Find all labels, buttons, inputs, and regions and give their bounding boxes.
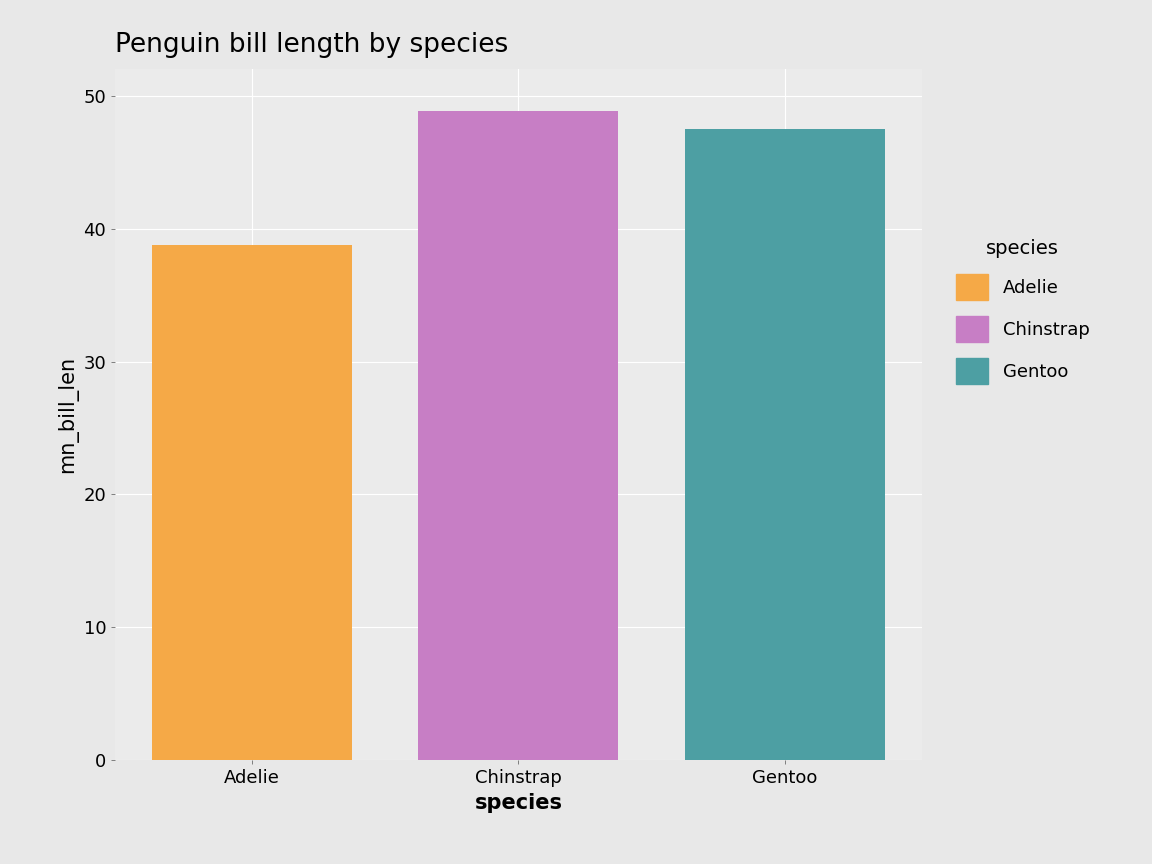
Bar [418, 111, 619, 760]
Legend: Adelie, Chinstrap, Gentoo: Adelie, Chinstrap, Gentoo [947, 230, 1099, 392]
X-axis label: species: species [475, 793, 562, 813]
Bar [152, 245, 351, 760]
Text: Penguin bill length by species: Penguin bill length by species [115, 33, 508, 59]
Bar [685, 129, 885, 760]
Y-axis label: mn_bill_len: mn_bill_len [56, 356, 78, 473]
